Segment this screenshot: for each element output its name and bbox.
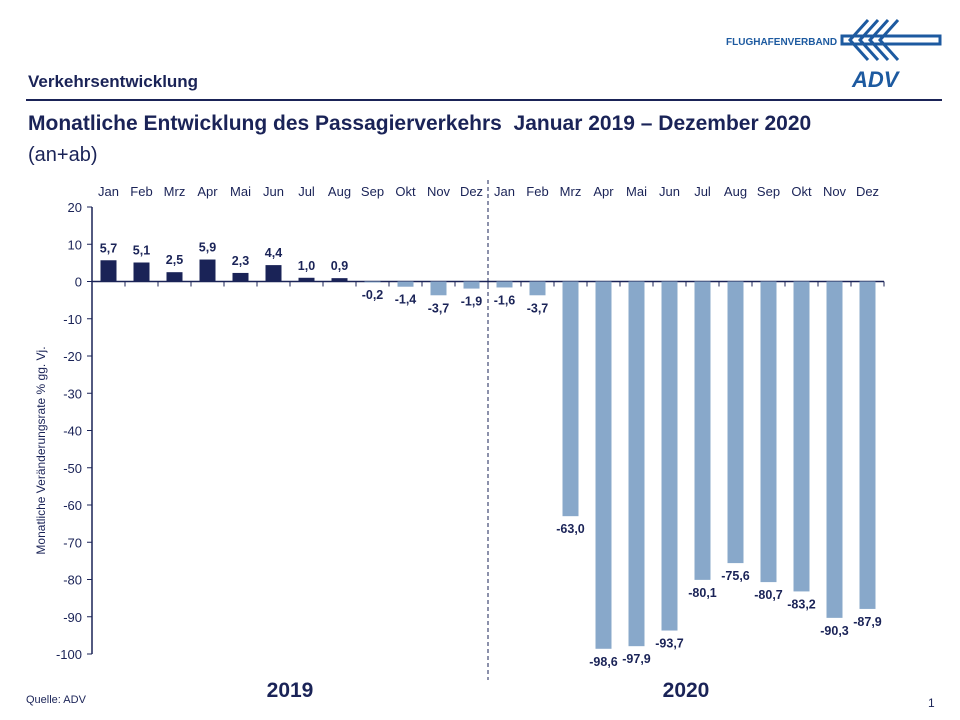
- month-label: Dez: [856, 184, 879, 199]
- data-label: -83,2: [787, 597, 816, 611]
- y-tick-label: 10: [68, 237, 82, 252]
- bar: [694, 281, 711, 580]
- data-label: 0,9: [331, 259, 348, 273]
- header-divider: [26, 99, 942, 101]
- bar: [760, 281, 777, 583]
- bar: [232, 272, 249, 282]
- month-label: Nov: [427, 184, 451, 199]
- y-tick-label: 0: [75, 275, 82, 290]
- page-number: 1: [928, 696, 935, 710]
- data-label: -98,6: [589, 655, 618, 669]
- year-label: 2019: [267, 679, 314, 702]
- data-label: -0,2: [362, 288, 384, 302]
- data-label: -63,0: [556, 522, 585, 536]
- data-label: -1,4: [395, 293, 417, 307]
- y-axis-title: Monatliche Veränderungsrate % gg. Vj.: [34, 346, 48, 554]
- bar: [166, 272, 183, 282]
- month-label: Jul: [694, 184, 711, 199]
- section-title: Verkehrsentwicklung: [28, 72, 199, 91]
- bar: [397, 281, 414, 287]
- data-label: -3,7: [527, 301, 549, 315]
- bar: [265, 265, 282, 282]
- month-label: Feb: [526, 184, 548, 199]
- month-label: Okt: [791, 184, 812, 199]
- bar: [100, 260, 117, 282]
- month-label: Apr: [593, 184, 614, 199]
- y-tick-label: -20: [63, 349, 82, 364]
- bar: [793, 281, 810, 592]
- month-label: Jan: [98, 184, 119, 199]
- data-label: 1,0: [298, 259, 315, 273]
- source-note: Quelle: ADV: [26, 694, 86, 706]
- month-label: Mrz: [560, 184, 582, 199]
- month-label: Feb: [130, 184, 152, 199]
- month-label: Dez: [460, 184, 483, 199]
- bar: [595, 281, 612, 649]
- y-tick-label: -40: [63, 424, 82, 439]
- bar: [364, 281, 381, 283]
- month-label: Sep: [757, 184, 780, 199]
- bar: [661, 281, 678, 631]
- bar: [529, 281, 546, 296]
- y-tick-label: -60: [63, 498, 82, 513]
- data-label: -80,7: [754, 588, 783, 602]
- y-tick-label: -90: [63, 610, 82, 625]
- month-label: Jun: [263, 184, 284, 199]
- page-title: Monatliche Entwicklung des Passagierverk…: [28, 112, 812, 135]
- bar: [727, 281, 744, 564]
- data-label: 2,3: [232, 254, 249, 268]
- data-label: 5,7: [100, 241, 117, 255]
- bar: [199, 259, 216, 282]
- page-subtitle: (an+ab): [28, 144, 98, 166]
- bar: [496, 281, 513, 288]
- data-label: -90,3: [820, 624, 849, 638]
- month-label: Mrz: [164, 184, 186, 199]
- bar: [859, 281, 876, 609]
- data-label: -97,9: [622, 652, 651, 666]
- month-label: Nov: [823, 184, 847, 199]
- data-label: -87,9: [853, 615, 882, 629]
- y-tick-label: -50: [63, 461, 82, 476]
- adv-logo-icon: ADV: [840, 18, 942, 90]
- month-label: Apr: [197, 184, 218, 199]
- y-tick-label: -10: [63, 312, 82, 327]
- bar: [331, 278, 348, 282]
- bar: [628, 281, 645, 647]
- y-tick-label: -100: [56, 647, 82, 662]
- bar: [463, 281, 480, 289]
- data-label: 2,5: [166, 253, 183, 267]
- data-label: -1,9: [461, 295, 483, 309]
- data-label: -1,6: [494, 293, 516, 307]
- y-tick-label: -70: [63, 535, 82, 550]
- bar: [826, 281, 843, 618]
- data-label: 5,1: [133, 244, 150, 258]
- month-label: Jun: [659, 184, 680, 199]
- data-label: 4,4: [265, 246, 282, 260]
- month-label: Sep: [361, 184, 384, 199]
- month-label: Aug: [328, 184, 351, 199]
- data-label: -3,7: [428, 301, 450, 315]
- data-label: -93,7: [655, 637, 684, 651]
- month-label: Jul: [298, 184, 315, 199]
- data-label: 5,9: [199, 241, 216, 255]
- month-label: Mai: [230, 184, 251, 199]
- y-tick-label: 20: [68, 200, 82, 215]
- bar: [562, 281, 579, 517]
- month-label: Okt: [395, 184, 416, 199]
- logo-mark: ADV: [851, 67, 901, 90]
- year-label: 2020: [663, 679, 710, 702]
- month-label: Jan: [494, 184, 515, 199]
- logo-text: FLUGHAFENVERBAND: [726, 37, 838, 48]
- y-tick-label: -80: [63, 573, 82, 588]
- bar: [298, 277, 315, 282]
- month-label: Mai: [626, 184, 647, 199]
- bar: [430, 281, 447, 296]
- bar: [133, 262, 150, 282]
- data-label: -80,1: [688, 586, 717, 600]
- y-tick-label: -30: [63, 386, 82, 401]
- data-label: -75,6: [721, 569, 750, 583]
- month-label: Aug: [724, 184, 747, 199]
